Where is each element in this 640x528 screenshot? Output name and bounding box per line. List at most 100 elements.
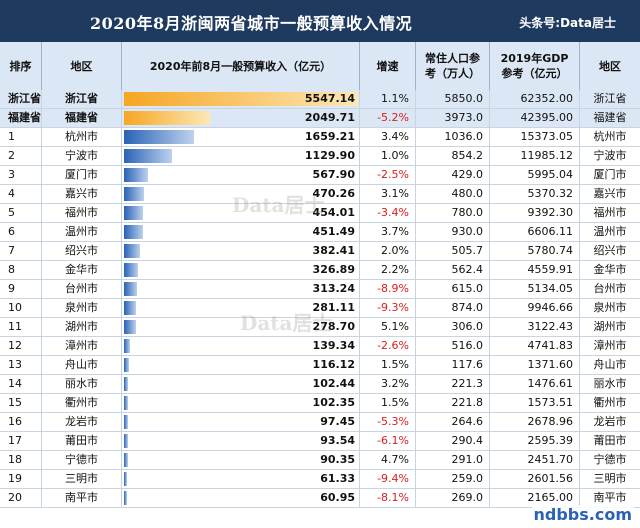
row-growth: -8.1% (360, 489, 416, 507)
row-gdp: 1371.60 (490, 356, 580, 374)
revenue-bar (124, 130, 194, 144)
table-row: 浙江省 浙江省 5547.14 1.1% 5850.0 62352.00 浙江省 (0, 90, 640, 109)
row-gdp: 4741.83 (490, 337, 580, 355)
table-row: 6 温州市 451.49 3.7% 930.0 6606.11 温州市 (0, 223, 640, 242)
revenue-value: 90.35 (320, 453, 355, 466)
revenue-bar (124, 187, 144, 201)
row-gdp: 2165.00 (490, 489, 580, 507)
row-name: 龙岩市 (42, 413, 122, 431)
row-gdp: 62352.00 (490, 90, 580, 108)
revenue-value: 116.12 (312, 358, 355, 371)
table-row: 福建省 福建省 2049.71 -5.2% 3973.0 42395.00 福建省 (0, 109, 640, 128)
row-rank: 5 (0, 204, 42, 222)
table-row: 8 金华市 326.89 2.2% 562.4 4559.91 金华市 (0, 261, 640, 280)
row-rank: 15 (0, 394, 42, 412)
revenue-value: 281.11 (312, 301, 355, 314)
revenue-bar-cell: 102.35 (122, 394, 360, 412)
table-row: 1 杭州市 1659.21 3.4% 1036.0 15373.05 杭州市 (0, 128, 640, 147)
row-gdp: 11985.12 (490, 147, 580, 165)
revenue-bar-cell: 60.95 (122, 489, 360, 507)
row-growth: -9.3% (360, 299, 416, 317)
row-rank: 福建省 (0, 109, 42, 127)
row-population: 854.2 (416, 147, 490, 165)
revenue-value: 61.33 (320, 472, 355, 485)
row-name-right: 绍兴市 (593, 244, 627, 257)
row-name: 宁德市 (42, 451, 122, 469)
row-population: 930.0 (416, 223, 490, 241)
revenue-bar (124, 263, 138, 277)
row-name-right: 莆田市 (593, 434, 627, 447)
row-rank: 19 (0, 470, 42, 488)
row-name-right: 龙岩市 (593, 415, 627, 428)
table-header: 排序 地区 2020年前8月一般预算收入（亿元） 增速 常住人口参考（万人） 2… (0, 42, 640, 91)
row-name-right: 浙江省 (593, 92, 627, 105)
revenue-bar-cell: 90.35 (122, 451, 360, 469)
row-gdp: 5370.32 (490, 185, 580, 203)
revenue-bar-cell: 278.70 (122, 318, 360, 336)
row-gdp: 2678.96 (490, 413, 580, 431)
row-name: 衢州市 (42, 394, 122, 412)
revenue-bar-cell: 451.49 (122, 223, 360, 241)
row-name-right: 三明市 (593, 472, 627, 485)
row-rank: 12 (0, 337, 42, 355)
row-gdp: 3122.43 (490, 318, 580, 336)
table-row: 18 宁德市 90.35 4.7% 291.0 2451.70 宁德市 (0, 451, 640, 470)
revenue-bar-cell: 97.45 (122, 413, 360, 431)
revenue-bar (124, 282, 138, 296)
row-growth: 3.7% (360, 223, 416, 241)
row-growth: 2.2% (360, 261, 416, 279)
row-name: 舟山市 (42, 356, 122, 374)
row-growth: 1.1% (360, 90, 416, 108)
row-population: 264.6 (416, 413, 490, 431)
row-rank: 13 (0, 356, 42, 374)
revenue-value: 278.70 (312, 320, 355, 333)
revenue-bar-cell: 102.44 (122, 375, 360, 393)
table-row: 20 南平市 60.95 -8.1% 269.0 2165.00 南平市 (0, 489, 640, 508)
table-row: 3 厦门市 567.90 -2.5% 429.0 5995.04 厦门市 (0, 166, 640, 185)
row-name-right: 宁德市 (593, 453, 627, 466)
row-population: 505.7 (416, 242, 490, 260)
row-name: 南平市 (42, 489, 122, 507)
row-name: 嘉兴市 (42, 185, 122, 203)
revenue-value: 470.26 (312, 187, 355, 200)
row-name-right: 金华市 (593, 263, 627, 276)
revenue-bar (124, 377, 129, 391)
row-growth: 5.1% (360, 318, 416, 336)
revenue-bar (124, 491, 127, 505)
header-gdp: 2019年GDP参考（亿元） (490, 42, 580, 90)
row-name: 莆田市 (42, 432, 122, 450)
title-bar: 2020年8月浙闽两省城市一般预算收入情况 头条号:Data居士 (0, 0, 640, 42)
site-logo: ndbbs.com (531, 505, 634, 524)
row-gdp: 2601.56 (490, 470, 580, 488)
revenue-value: 5547.14 (304, 92, 355, 105)
revenue-bar (124, 358, 129, 372)
row-growth: 1.5% (360, 356, 416, 374)
row-name: 厦门市 (42, 166, 122, 184)
source-label: 头条号:Data居士 (519, 16, 616, 30)
row-population: 290.4 (416, 432, 490, 450)
row-rank: 16 (0, 413, 42, 431)
row-population: 1036.0 (416, 128, 490, 146)
row-population: 516.0 (416, 337, 490, 355)
header-revenue: 2020年前8月一般预算收入（亿元） (122, 42, 360, 90)
row-growth: -5.2% (360, 109, 416, 127)
row-name-right: 南平市 (593, 491, 627, 504)
revenue-bar-cell: 1129.90 (122, 147, 360, 165)
revenue-bar (124, 320, 136, 334)
revenue-bar-cell: 382.41 (122, 242, 360, 260)
row-population: 480.0 (416, 185, 490, 203)
table-row: 2 宁波市 1129.90 1.0% 854.2 11985.12 宁波市 (0, 147, 640, 166)
row-gdp: 1476.61 (490, 375, 580, 393)
row-rank: 7 (0, 242, 42, 260)
row-growth: 3.2% (360, 375, 416, 393)
row-population: 874.0 (416, 299, 490, 317)
row-population: 259.0 (416, 470, 490, 488)
row-name: 浙江省 (42, 90, 122, 108)
row-growth: 1.0% (360, 147, 416, 165)
row-name-right: 厦门市 (593, 168, 627, 181)
row-gdp: 2451.70 (490, 451, 580, 469)
revenue-bar (124, 434, 128, 448)
revenue-bar (124, 453, 128, 467)
row-name: 漳州市 (42, 337, 122, 355)
revenue-value: 2049.71 (304, 111, 355, 124)
